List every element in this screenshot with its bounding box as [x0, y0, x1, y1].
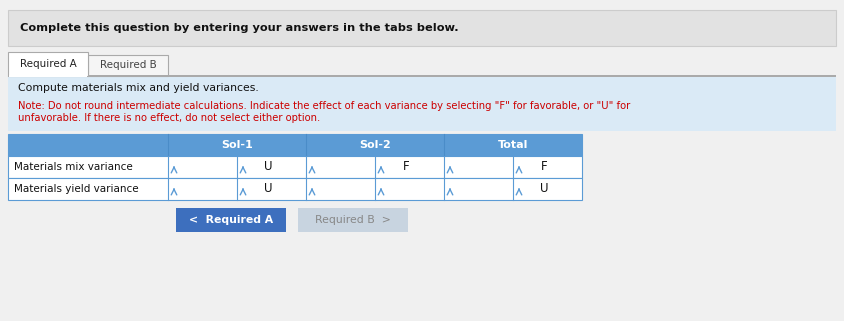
Text: Note: Do not round intermediate calculations. Indicate the effect of each varian: Note: Do not round intermediate calculat…: [18, 101, 630, 123]
Text: Compute materials mix and yield variances.: Compute materials mix and yield variance…: [18, 83, 259, 93]
Bar: [88, 55, 168, 76]
Bar: [8, 156, 582, 178]
Bar: [9, 75, 87, 77]
Text: Total: Total: [498, 140, 528, 150]
Text: U: U: [264, 183, 273, 195]
Bar: [8, 134, 582, 156]
Text: Required A: Required A: [19, 59, 76, 69]
Bar: [8, 76, 836, 131]
Text: Materials yield variance: Materials yield variance: [14, 184, 138, 194]
Text: Required B: Required B: [100, 60, 156, 70]
Text: F: F: [403, 160, 409, 173]
Bar: [298, 208, 408, 232]
Text: U: U: [540, 183, 549, 195]
Bar: [8, 52, 88, 76]
Text: Sol-2: Sol-2: [360, 140, 391, 150]
Bar: [176, 208, 286, 232]
Bar: [0, 0, 844, 10]
Text: Complete this question by entering your answers in the tabs below.: Complete this question by entering your …: [20, 23, 458, 33]
Bar: [8, 75, 836, 76]
Bar: [8, 10, 836, 46]
Bar: [8, 178, 582, 200]
Text: Required B  >: Required B >: [315, 215, 391, 225]
Text: F: F: [541, 160, 548, 173]
Text: Sol-1: Sol-1: [221, 140, 253, 150]
Text: Materials mix variance: Materials mix variance: [14, 162, 133, 172]
Text: <  Required A: < Required A: [189, 215, 273, 225]
Text: U: U: [264, 160, 273, 173]
